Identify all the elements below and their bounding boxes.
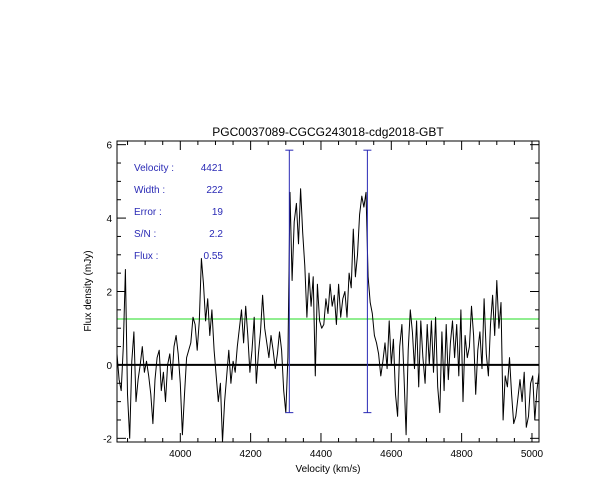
annotation-value: 4421: [201, 163, 224, 174]
velocity-marker: [285, 149, 294, 414]
annotation-label: S/N :: [134, 229, 156, 240]
axis-tick-labels: 4000 4200 4400 4600 4800 5000 -2 0 2 4 6: [103, 141, 543, 460]
annotation-value: 19: [212, 207, 224, 218]
annotation-value: 222: [206, 185, 223, 196]
plot-frame: [116, 140, 540, 443]
chart-title: PGC0037089-CGCG243018-cdg2018-GBT: [212, 125, 444, 139]
annotation-label: Width :: [134, 185, 165, 196]
y-tick-label: 4: [106, 214, 112, 225]
annotation-label: Error :: [134, 207, 162, 218]
annotation-value: 0.55: [204, 251, 224, 262]
x-tick-label: 4600: [380, 449, 403, 460]
spectrum-line: [116, 188, 540, 443]
x-tick-label: 4200: [240, 449, 263, 460]
velocity-marker: [363, 149, 372, 414]
x-tick-label: 5000: [521, 449, 544, 460]
annotation-label: Flux :: [134, 251, 158, 262]
annotation-value: 2.2: [209, 229, 223, 240]
annotation-label: Velocity :: [134, 163, 174, 174]
axis-ticks: [117, 141, 539, 442]
y-axis-label: Flux density (mJy): [83, 250, 94, 331]
x-axis-label: Velocity (km/s): [295, 464, 360, 475]
x-tick-label: 4400: [310, 449, 333, 460]
x-tick-label: 4000: [169, 449, 192, 460]
plot-area: [116, 149, 540, 443]
y-tick-label: 0: [106, 361, 112, 372]
info-annotations: Velocity : 4421 Width : 222 Error : 19 S/N : 2.…: [134, 163, 223, 262]
y-tick-label: 6: [106, 141, 112, 152]
y-tick-label: 2: [106, 288, 112, 299]
y-tick-label: -2: [103, 434, 112, 445]
x-tick-label: 4800: [451, 449, 474, 460]
